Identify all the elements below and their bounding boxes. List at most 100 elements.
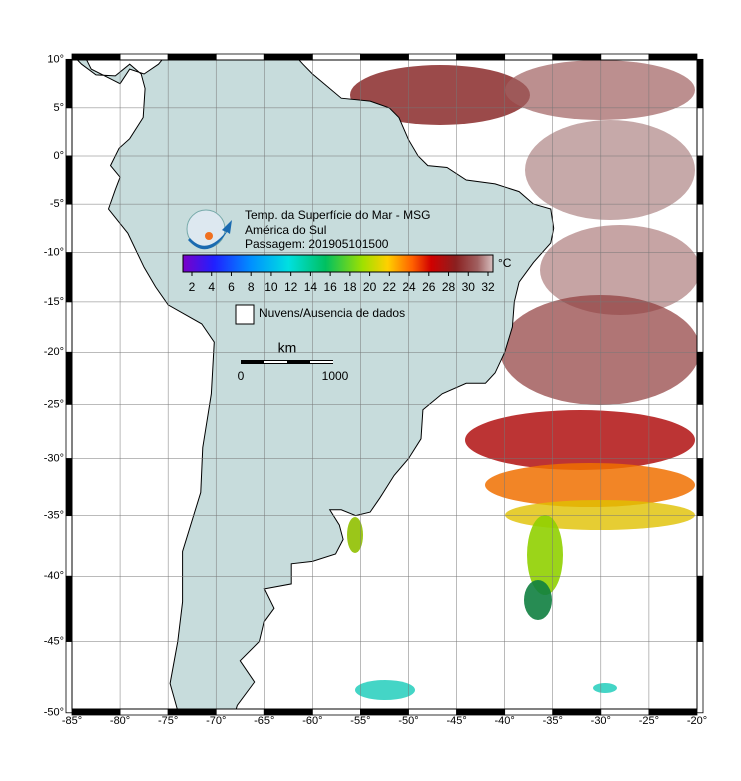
frame-segment bbox=[648, 708, 698, 716]
frame-segment bbox=[65, 515, 73, 577]
colorbar-tick-label: 4 bbox=[208, 280, 215, 294]
scale-bar-seg bbox=[310, 361, 333, 363]
frame-segment bbox=[65, 58, 73, 109]
lon-tick-label: -45° bbox=[446, 715, 466, 727]
colorbar-tick-label: 24 bbox=[402, 280, 416, 294]
frame-segment bbox=[696, 252, 704, 303]
frame-segment bbox=[696, 107, 704, 157]
frame-segment bbox=[696, 351, 704, 405]
frame-segment bbox=[65, 351, 73, 405]
lon-tick-label: -35° bbox=[543, 715, 563, 727]
frame-segment bbox=[71, 53, 121, 61]
lon-tick-label: -20° bbox=[687, 715, 707, 727]
frame-segment bbox=[648, 53, 698, 61]
frame-segment bbox=[456, 53, 506, 61]
frame-segment bbox=[167, 708, 217, 716]
frame-segment bbox=[360, 53, 409, 61]
lat-tick-label: 5° bbox=[53, 102, 64, 114]
frame-segment bbox=[408, 53, 458, 61]
colorbar-unit: °C bbox=[498, 256, 512, 270]
frame-segment bbox=[65, 155, 73, 205]
colorbar-tick-label: 2 bbox=[189, 280, 196, 294]
scale-start: 0 bbox=[238, 369, 245, 383]
frame-segment bbox=[65, 575, 73, 642]
lon-tick-label: -40° bbox=[495, 715, 515, 727]
frame-segment bbox=[71, 708, 121, 716]
legend-swatch bbox=[235, 304, 255, 325]
colorbar-tick-label: 28 bbox=[442, 280, 456, 294]
colorbar-tick-label: 12 bbox=[284, 280, 298, 294]
lat-tick-label: 0° bbox=[53, 150, 64, 162]
frame-segment bbox=[600, 53, 650, 61]
frame-segment bbox=[696, 641, 704, 714]
frame-segment bbox=[696, 403, 704, 460]
colorbar-tick-label: 16 bbox=[323, 280, 337, 294]
frame-segment bbox=[311, 708, 361, 716]
frame-segment bbox=[65, 458, 73, 517]
lat-tick-label: -50° bbox=[44, 707, 64, 719]
logo-dot bbox=[205, 232, 213, 240]
frame-segment bbox=[263, 53, 313, 61]
frame-segment bbox=[696, 575, 704, 642]
lon-tick-label: -55° bbox=[350, 715, 370, 727]
colorbar-tick-label: 30 bbox=[462, 280, 476, 294]
lon-tick-label: -75° bbox=[158, 715, 178, 727]
lon-tick-label: -50° bbox=[398, 715, 418, 727]
frame-segment bbox=[65, 641, 73, 714]
lat-tick-label: -25° bbox=[44, 398, 64, 410]
colorbar-tick-label: 22 bbox=[383, 280, 397, 294]
legend-panel: Temp. da Superfície do Mar - MSG América… bbox=[182, 208, 512, 383]
frame-segment bbox=[65, 403, 73, 460]
colorbar-tick-label: 32 bbox=[481, 280, 495, 294]
region: América do Sul bbox=[245, 223, 326, 237]
frame-segment bbox=[263, 708, 313, 716]
colorbar-tick-label: 14 bbox=[304, 280, 318, 294]
lat-tick-label: 10° bbox=[47, 53, 64, 65]
colorbar-tick-label: 18 bbox=[343, 280, 357, 294]
lat-tick-label: -5° bbox=[50, 198, 64, 210]
frame-segment bbox=[215, 708, 265, 716]
frame-segment bbox=[696, 58, 704, 109]
frame-segment bbox=[65, 301, 73, 353]
lat-tick-label: -20° bbox=[44, 346, 64, 358]
colorbar bbox=[182, 254, 494, 273]
lon-tick-label: -25° bbox=[639, 715, 659, 727]
frame-segment bbox=[504, 53, 554, 61]
frame-segment bbox=[696, 155, 704, 205]
title: Temp. da Superfície do Mar - MSG bbox=[245, 208, 430, 222]
frame-segment bbox=[360, 708, 409, 716]
frame-segment bbox=[65, 107, 73, 157]
frame-segment bbox=[696, 301, 704, 353]
colorbar-tick-label: 8 bbox=[248, 280, 255, 294]
lat-tick-label: -10° bbox=[44, 247, 64, 259]
map-frame bbox=[71, 59, 698, 710]
scale-bar-seg bbox=[264, 361, 287, 363]
legend-label: Nuvens/Ausencia de dados bbox=[259, 306, 405, 320]
lat-tick-label: -45° bbox=[44, 635, 64, 647]
frame-segment bbox=[552, 708, 602, 716]
frame-segment bbox=[552, 53, 602, 61]
frame-segment bbox=[215, 53, 265, 61]
lon-tick-label: -85° bbox=[62, 715, 82, 727]
frame-segment bbox=[119, 708, 169, 716]
colorbar-tick-label: 20 bbox=[363, 280, 377, 294]
lon-tick-label: -80° bbox=[110, 715, 130, 727]
frame-segment bbox=[504, 708, 554, 716]
lat-tick-label: -15° bbox=[44, 296, 64, 308]
frame-segment bbox=[65, 203, 73, 254]
lon-tick-label: -30° bbox=[591, 715, 611, 727]
lon-tick-label: -70° bbox=[206, 715, 226, 727]
scale-end: 1000 bbox=[322, 369, 349, 383]
frame-segment bbox=[167, 53, 217, 61]
frame-segment bbox=[600, 708, 650, 716]
frame-segment bbox=[696, 515, 704, 577]
lon-tick-label: -65° bbox=[254, 715, 274, 727]
frame-segment bbox=[696, 203, 704, 254]
frame-segment bbox=[696, 458, 704, 517]
sst-layer bbox=[347, 60, 697, 700]
colorbar-tick-label: 6 bbox=[228, 280, 235, 294]
pass-time: Passagem: 201905101500 bbox=[245, 237, 389, 251]
lat-tick-label: -30° bbox=[44, 453, 64, 465]
frame-segment bbox=[408, 708, 458, 716]
